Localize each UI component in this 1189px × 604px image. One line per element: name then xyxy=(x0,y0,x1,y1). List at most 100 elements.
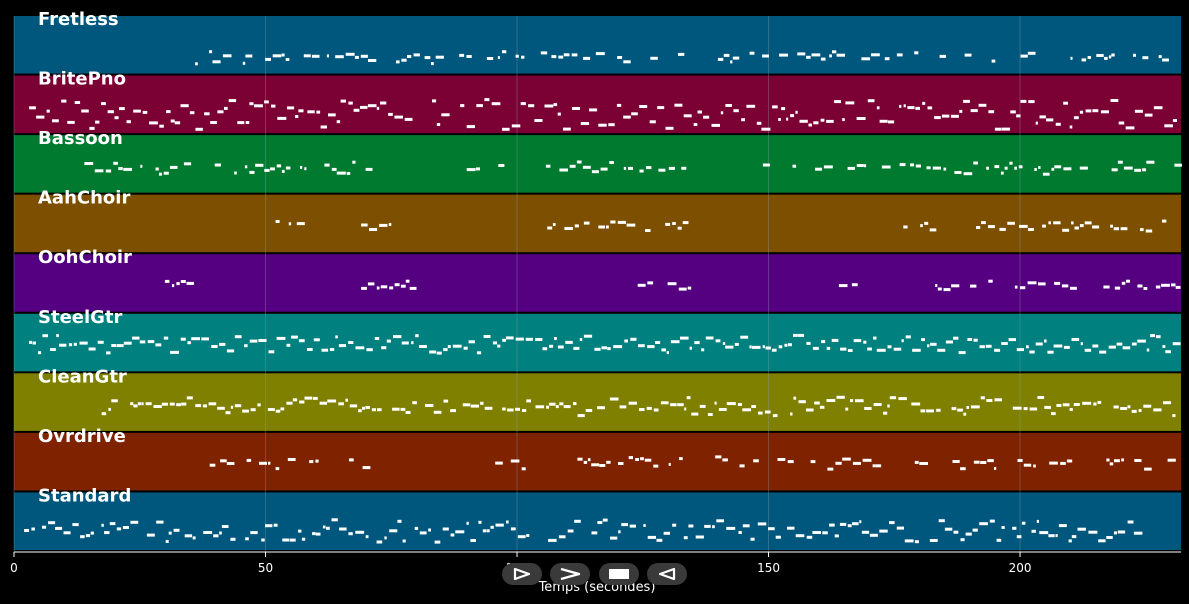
note xyxy=(1172,342,1181,346)
note xyxy=(591,531,598,535)
note xyxy=(953,530,959,534)
note xyxy=(741,118,745,122)
note xyxy=(929,539,938,542)
play-button[interactable] xyxy=(502,563,542,585)
note xyxy=(225,411,231,415)
note xyxy=(309,460,314,464)
note xyxy=(749,345,752,349)
note xyxy=(101,523,104,527)
note xyxy=(970,284,977,288)
note xyxy=(1092,225,1100,229)
note xyxy=(732,56,740,60)
note xyxy=(746,104,756,108)
track-notes-britepno xyxy=(29,98,1177,131)
note xyxy=(999,227,1006,231)
note xyxy=(765,346,771,350)
note xyxy=(470,539,476,542)
note xyxy=(711,123,720,127)
note xyxy=(338,344,346,348)
note xyxy=(680,336,689,340)
note xyxy=(715,455,722,459)
note xyxy=(1070,286,1077,290)
note xyxy=(419,345,427,348)
note xyxy=(921,338,925,342)
chevron-right-icon xyxy=(560,567,581,581)
note xyxy=(1017,459,1023,462)
note xyxy=(1027,51,1036,55)
note xyxy=(304,396,313,400)
note xyxy=(90,531,94,535)
note xyxy=(462,403,471,407)
note xyxy=(647,535,656,539)
note xyxy=(775,535,781,539)
forward-button[interactable] xyxy=(550,563,590,585)
stop-button[interactable] xyxy=(599,563,639,585)
note xyxy=(280,407,285,411)
note xyxy=(922,101,926,105)
note xyxy=(186,396,193,400)
note xyxy=(742,524,750,528)
note xyxy=(856,117,866,120)
note xyxy=(787,460,794,464)
note xyxy=(1100,110,1109,114)
note xyxy=(85,534,91,538)
note xyxy=(1012,526,1017,530)
note xyxy=(1038,166,1041,169)
note xyxy=(432,99,437,103)
note xyxy=(327,399,337,403)
note xyxy=(889,396,897,400)
note xyxy=(994,398,1002,402)
note xyxy=(951,407,957,411)
note xyxy=(672,523,677,527)
note xyxy=(1150,334,1155,338)
note xyxy=(836,395,845,399)
note xyxy=(295,115,299,118)
note xyxy=(272,54,282,58)
note xyxy=(482,529,486,533)
note xyxy=(1033,464,1036,468)
note xyxy=(1063,101,1068,105)
note xyxy=(244,165,248,169)
note xyxy=(703,115,710,119)
track-band-ovrdrive xyxy=(14,432,1181,491)
note xyxy=(1103,285,1110,289)
note xyxy=(826,346,831,350)
note xyxy=(429,350,437,354)
note xyxy=(981,221,986,225)
note xyxy=(276,164,282,168)
note xyxy=(366,348,373,352)
note xyxy=(409,286,417,290)
note xyxy=(165,540,169,543)
note xyxy=(433,410,442,414)
note xyxy=(941,114,950,118)
note xyxy=(289,538,296,542)
note xyxy=(166,110,171,114)
note xyxy=(991,59,996,63)
note xyxy=(389,529,398,533)
note xyxy=(1144,113,1153,117)
note xyxy=(335,335,338,339)
note xyxy=(132,336,140,340)
note xyxy=(1020,99,1027,103)
note xyxy=(277,116,287,120)
note xyxy=(707,413,713,416)
note xyxy=(823,165,833,169)
note xyxy=(296,222,305,226)
note xyxy=(42,525,47,529)
note xyxy=(1021,521,1026,525)
note xyxy=(304,167,307,171)
note xyxy=(564,227,573,230)
note xyxy=(973,161,978,165)
note xyxy=(764,410,771,414)
note xyxy=(362,466,371,470)
note xyxy=(914,540,919,544)
back-button[interactable] xyxy=(647,563,687,585)
note xyxy=(320,125,327,129)
note xyxy=(944,527,953,531)
note xyxy=(468,340,475,344)
note xyxy=(871,53,880,57)
note xyxy=(876,348,886,352)
note xyxy=(552,223,556,226)
note xyxy=(911,402,921,406)
